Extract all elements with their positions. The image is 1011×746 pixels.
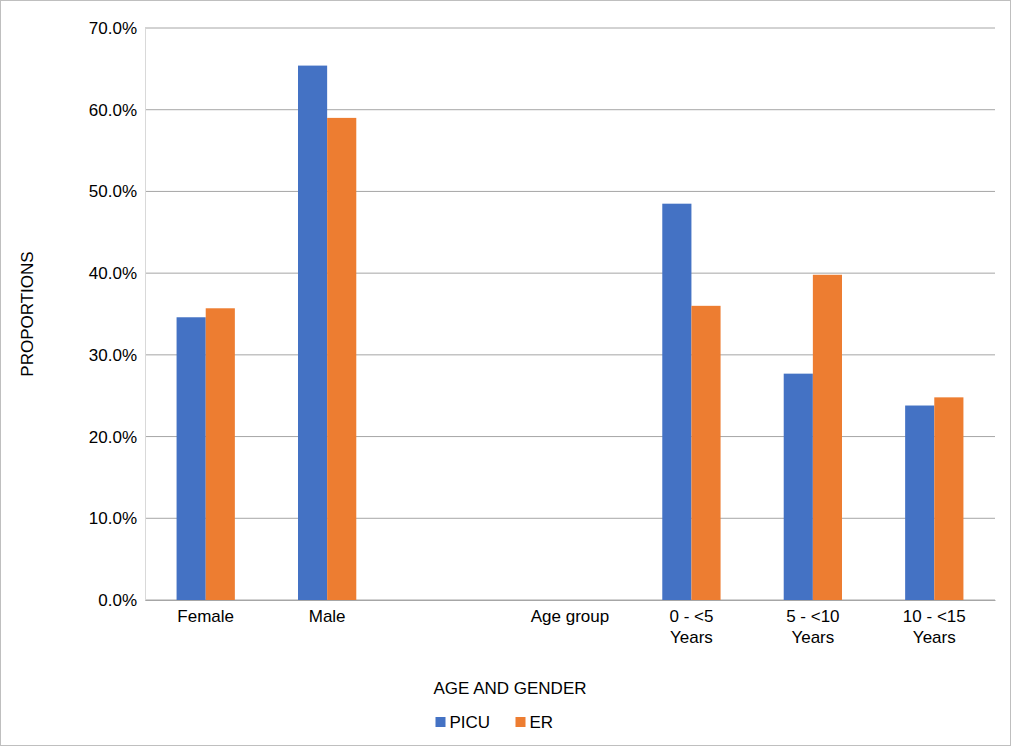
grid-line xyxy=(145,109,995,110)
grid-line xyxy=(145,436,995,437)
y-axis-line xyxy=(145,29,146,601)
legend-label: ER xyxy=(530,713,554,732)
x-axis: Female Male Age group 0 - <5Years 5 - <10Yea… xyxy=(146,600,996,647)
y-axis: 0.0% 10.0% 20.0% 30.0% 40.0% 50.0% 60.0% 70.0% xyxy=(89,19,146,610)
bar xyxy=(298,66,327,600)
x-tick: 10 - <15Years xyxy=(903,600,966,647)
x-tick-label: Female xyxy=(177,607,234,626)
bar xyxy=(177,317,206,600)
y-tick: 0.0% xyxy=(98,591,145,610)
x-tick-label: Age group xyxy=(531,607,609,626)
legend-label: PICU xyxy=(450,713,491,732)
bar xyxy=(327,118,356,600)
y-tick: 60.0% xyxy=(89,101,145,120)
y-tick: 40.0% xyxy=(89,264,145,283)
x-tick: Female xyxy=(177,600,234,626)
bar xyxy=(905,406,934,600)
y-tick: 30.0% xyxy=(89,346,145,365)
chart: 0.0% 10.0% 20.0% 30.0% 40.0% 50.0% 60.0% 70.0% F… xyxy=(0,0,1011,746)
grid-line xyxy=(145,600,995,601)
y-tick-label: 30.0% xyxy=(89,346,137,365)
grid xyxy=(145,28,995,600)
grid-line xyxy=(145,191,995,192)
x-tick: Male xyxy=(309,600,346,626)
bar xyxy=(691,306,720,600)
y-tick-label: 70.0% xyxy=(89,19,137,38)
grid-line xyxy=(145,28,995,29)
x-tick: 0 - <5Years xyxy=(669,600,713,647)
x-tick-label: 10 - <15Years xyxy=(903,607,966,647)
x-axis-line xyxy=(146,600,996,601)
plot: 0.0% 10.0% 20.0% 30.0% 40.0% 50.0% 60.0% 70.0% F… xyxy=(89,19,996,647)
y-tick: 70.0% xyxy=(89,19,145,38)
legend-swatch xyxy=(516,717,526,727)
y-tick-label: 40.0% xyxy=(89,264,137,283)
bar xyxy=(934,397,963,600)
x-tick-label: 0 - <5Years xyxy=(669,607,713,647)
x-tick-label: 5 - <10Years xyxy=(786,607,839,647)
y-tick: 10.0% xyxy=(89,509,145,528)
grid-line xyxy=(145,518,995,519)
frame xyxy=(1,1,1011,746)
y-tick: 20.0% xyxy=(89,428,145,447)
y-tick-label: 20.0% xyxy=(89,428,137,447)
bar xyxy=(813,275,842,600)
y-tick-label: 0.0% xyxy=(98,591,137,610)
bar xyxy=(784,374,813,600)
x-tick: 5 - <10Years xyxy=(786,600,839,647)
y-tick: 50.0% xyxy=(89,182,145,201)
x-tick-label: Male xyxy=(309,607,346,626)
y-tick-label: 10.0% xyxy=(89,509,137,528)
grid-line xyxy=(145,273,995,274)
bar xyxy=(662,204,691,600)
grid-line xyxy=(145,354,995,355)
bar xyxy=(206,308,235,600)
x-axis-title: AGE AND GENDER xyxy=(433,679,586,698)
x-tick: Age group xyxy=(531,600,609,626)
y-axis-title: PROPORTIONS xyxy=(18,251,37,376)
y-tick-label: 50.0% xyxy=(89,182,137,201)
bars xyxy=(177,66,964,600)
y-tick-label: 60.0% xyxy=(89,101,137,120)
legend: PICU ER xyxy=(436,713,554,732)
legend-swatch xyxy=(436,717,446,727)
